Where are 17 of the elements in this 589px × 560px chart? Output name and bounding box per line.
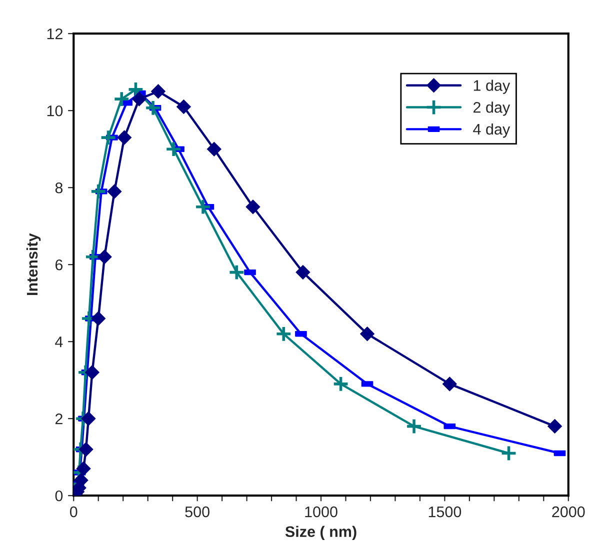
x-axis-title: Size ( nm) — [285, 526, 356, 540]
x-tick-label: 2000 — [552, 506, 585, 518]
legend-label: 1 day — [474, 80, 510, 94]
y-tick-label: 2 — [55, 413, 62, 424]
y-axis-title: Intensity — [26, 233, 41, 295]
x-tick-label: 500 — [185, 506, 210, 518]
x-tick-label: 1500 — [428, 506, 462, 518]
y-tick-label: 0 — [55, 490, 63, 502]
y-tick-label: 4 — [55, 336, 63, 348]
legend-label: 4 day — [473, 123, 510, 138]
y-tick-label: 12 — [47, 28, 62, 40]
x-tick-label: 1000 — [305, 506, 338, 518]
x-tick-label: 0 — [70, 506, 78, 518]
legend-label: 2 day — [474, 102, 510, 116]
y-tick-label: 6 — [55, 259, 63, 270]
y-tick-label: 10 — [47, 105, 63, 116]
y-tick-label: 8 — [55, 182, 63, 194]
